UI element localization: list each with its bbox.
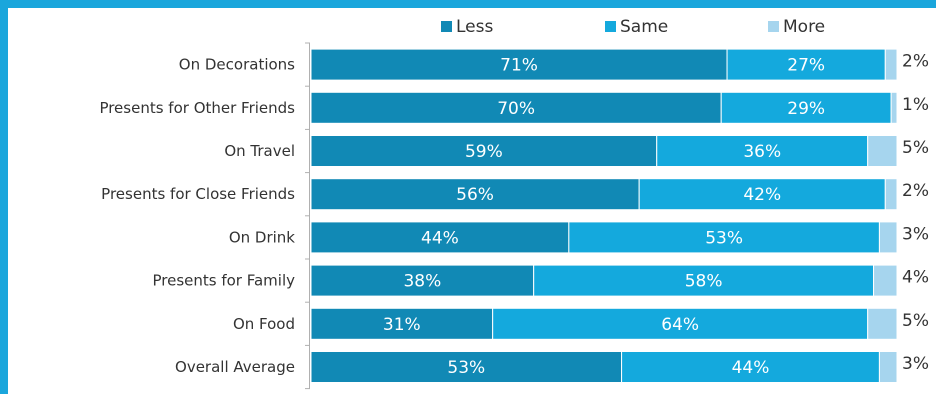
category-label-on-food: On Food (233, 315, 295, 333)
data-label-more-presents-for-family: 4% (902, 268, 929, 288)
bar-less-on-travel (310, 135, 658, 167)
bar-more-presents-for-close-friends (884, 178, 898, 211)
legend-label-more: More (783, 17, 825, 37)
data-label-less-presents-for-other-friends: 70% (497, 99, 535, 119)
data-label-less-on-decorations: 71% (500, 56, 538, 76)
bar-more-overall-average (878, 351, 898, 383)
bar-more-on-travel (867, 135, 898, 167)
data-label-less-overall-average: 53% (447, 358, 485, 378)
data-label-same-on-travel: 36% (743, 142, 781, 162)
bar-same-presents-for-family (533, 264, 875, 297)
data-label-more-on-drink: 3% (902, 224, 929, 244)
category-label-on-drink: On Drink (229, 228, 295, 246)
category-label-overall-average: Overall Average (175, 358, 295, 376)
data-label-less-presents-for-family: 38% (403, 272, 441, 292)
bar-less-presents-for-other-friends (310, 91, 722, 124)
bar-more-on-decorations (884, 48, 898, 81)
legend-swatch-more (768, 21, 779, 32)
legend-swatch-same (605, 21, 616, 32)
bar-same-overall-average (621, 351, 880, 383)
bar-less-on-drink (310, 221, 570, 254)
bar-more-presents-for-other-friends (890, 91, 898, 124)
data-label-less-presents-for-close-friends: 56% (456, 185, 494, 205)
chart-frame: Less Same More On Decorations Presents for … (8, 8, 936, 394)
category-label-on-travel: On Travel (224, 142, 295, 160)
data-label-more-on-travel: 5% (902, 138, 929, 158)
bar-more-presents-for-family (873, 264, 898, 297)
data-label-same-on-food: 64% (661, 315, 699, 335)
data-label-same-presents-for-close-friends: 42% (743, 185, 781, 205)
category-labels: On Decorations Presents for Other Friends… (99, 56, 295, 376)
bar-less-on-food (310, 307, 494, 340)
bar-more-on-drink (878, 221, 898, 254)
bar-less-presents-for-close-friends (310, 178, 640, 211)
bar-less-presents-for-family (310, 264, 535, 297)
legend-swatch-less (441, 21, 452, 32)
bar-more-on-food (867, 307, 898, 340)
category-label-presents-for-other-friends: Presents for Other Friends (99, 99, 295, 117)
data-label-same-overall-average: 44% (732, 358, 770, 378)
category-label-on-decorations: On Decorations (179, 56, 295, 74)
bar-same-on-food (492, 307, 869, 340)
category-axis (305, 42, 310, 390)
data-label-more-presents-for-other-friends: 1% (902, 95, 929, 115)
data-label-less-on-travel: 59% (465, 142, 503, 162)
data-label-less-on-drink: 44% (421, 228, 459, 248)
data-label-same-presents-for-family: 58% (685, 272, 723, 292)
data-label-same-on-drink: 53% (705, 228, 743, 248)
data-label-more-overall-average: 3% (902, 354, 929, 374)
bar-same-on-travel (656, 135, 869, 167)
bars: 71% 27% 2% 70% 29% 1% 59% 36% 5% 56% 42% 2% 44% 53% 3%… (310, 48, 929, 383)
data-label-less-on-food: 31% (383, 315, 421, 335)
legend-label-less: Less (456, 17, 493, 37)
data-label-more-on-decorations: 2% (902, 52, 929, 72)
category-label-presents-for-close-friends: Presents for Close Friends (101, 185, 295, 203)
data-label-same-presents-for-other-friends: 29% (787, 99, 825, 119)
data-label-same-on-decorations: 27% (787, 56, 825, 76)
bar-less-overall-average (310, 351, 623, 383)
bar-same-on-decorations (726, 48, 886, 81)
bar-same-on-drink (568, 221, 880, 254)
legend: Less Same More (441, 17, 825, 37)
legend-label-same: Same (620, 17, 668, 37)
category-label-presents-for-family: Presents for Family (152, 272, 295, 290)
data-label-more-presents-for-close-friends: 2% (902, 181, 929, 201)
data-label-more-on-food: 5% (902, 311, 929, 331)
bar-same-presents-for-other-friends (720, 91, 892, 124)
stacked-bar-chart: Less Same More On Decorations Presents for … (99, 17, 929, 390)
bar-same-presents-for-close-friends (638, 178, 886, 211)
